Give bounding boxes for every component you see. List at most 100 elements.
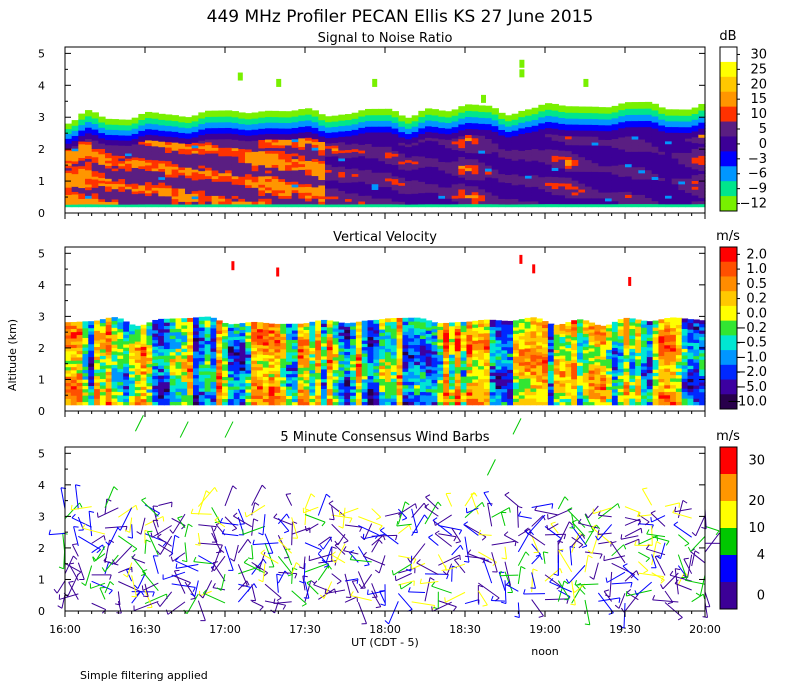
snr-cell: [558, 161, 566, 166]
snr-cell: [611, 132, 619, 137]
velocity-cell: [94, 320, 101, 325]
velocity-cell: [198, 330, 206, 335]
snr-cell: [651, 197, 659, 202]
velocity-cell: [396, 324, 404, 329]
snr-cell: [465, 122, 473, 127]
snr-cell: [358, 138, 366, 143]
velocity-cell: [210, 354, 217, 359]
snr-cell: [378, 154, 386, 159]
snr-cell: [591, 115, 599, 120]
velocity-cell: [268, 398, 276, 403]
snr-cell: [678, 138, 686, 142]
snr-cell: [405, 146, 413, 150]
velocity-cell: [402, 361, 409, 366]
snr-cell: [511, 138, 519, 142]
velocity-cell: [245, 376, 252, 380]
snr-cell: [578, 112, 586, 116]
velocity-cell: [82, 385, 89, 390]
velocity-cell: [204, 340, 212, 345]
snr-cell: [198, 189, 206, 194]
snr-cell: [71, 186, 79, 190]
velocity-cell: [303, 341, 310, 346]
snr-cell: [671, 123, 679, 128]
snr-cell: [398, 136, 406, 141]
velocity-cell: [94, 401, 101, 406]
velocity-cell: [117, 368, 124, 373]
velocity-cell: [163, 388, 171, 393]
snr-cell: [238, 181, 246, 186]
snr-cell: [91, 134, 99, 138]
velocity-cell: [175, 374, 182, 379]
snr-cell: [411, 158, 419, 162]
snr-cell: [245, 201, 253, 205]
velocity-cell: [309, 360, 316, 364]
velocity-cell: [88, 398, 95, 403]
velocity-cell: [286, 364, 293, 368]
snr-cell: [251, 203, 259, 208]
snr-cell: [398, 179, 406, 184]
velocity-cell: [385, 391, 392, 396]
snr-cell: [71, 140, 79, 144]
snr-cell: [211, 158, 219, 163]
velocity-cell: [315, 359, 322, 364]
snr-cell: [578, 186, 586, 190]
velocity-cell: [193, 330, 200, 335]
velocity-cell: [216, 336, 223, 341]
snr-cell: [591, 109, 599, 114]
velocity-cell: [82, 372, 89, 377]
snr-cell: [371, 186, 379, 190]
snr-cell: [105, 126, 113, 130]
snr-cell: [65, 201, 73, 205]
snr-cell: [391, 167, 399, 171]
velocity-cell: [379, 328, 386, 333]
snr-cell: [325, 142, 333, 147]
snr-cell: [271, 170, 279, 174]
snr-cell: [498, 159, 506, 164]
snr-cell: [625, 114, 633, 119]
velocity-cell: [181, 338, 188, 343]
snr-cell: [611, 200, 619, 205]
velocity-cell: [76, 321, 84, 326]
snr-cell: [225, 135, 233, 140]
velocity-cell: [379, 375, 386, 379]
snr-cell: [485, 147, 493, 151]
snr-cell: [311, 155, 319, 160]
velocity-cell: [158, 378, 165, 383]
snr-cell: [285, 139, 293, 143]
snr-cell: [678, 149, 686, 153]
snr-cell: [125, 175, 133, 180]
snr-cell: [551, 179, 559, 184]
snr-cell: [205, 161, 213, 165]
snr-cell: [665, 140, 673, 145]
velocity-cell: [262, 351, 270, 355]
velocity-cell: [344, 338, 351, 343]
snr-cell: [145, 123, 153, 127]
snr-cell: [251, 195, 259, 199]
snr-cell: [651, 167, 659, 171]
velocity-cell: [379, 384, 386, 389]
velocity-cell: [239, 345, 246, 349]
velocity-cell: [111, 357, 118, 362]
snr-cell: [205, 121, 213, 126]
velocity-cell: [175, 334, 182, 339]
snr-cell: [531, 192, 539, 196]
snr-cell: [378, 157, 386, 162]
snr-cell: [651, 103, 659, 108]
velocity-cell: [251, 360, 258, 364]
velocity-cell: [134, 389, 142, 394]
snr-cell: [558, 138, 566, 142]
snr-cell: [338, 152, 346, 156]
snr-cell: [78, 187, 86, 191]
velocity-cell: [187, 374, 194, 379]
snr-cell: [138, 182, 146, 186]
snr-cell: [371, 129, 379, 133]
snr-cell: [65, 126, 73, 130]
snr-cell: [505, 195, 513, 200]
snr-cell: [125, 145, 133, 149]
snr-cell: [658, 133, 666, 138]
velocity-cell: [373, 323, 380, 328]
snr-cell: [618, 106, 626, 111]
snr-cell: [191, 166, 199, 170]
snr-cell: [638, 169, 646, 174]
snr-cell: [165, 128, 173, 132]
